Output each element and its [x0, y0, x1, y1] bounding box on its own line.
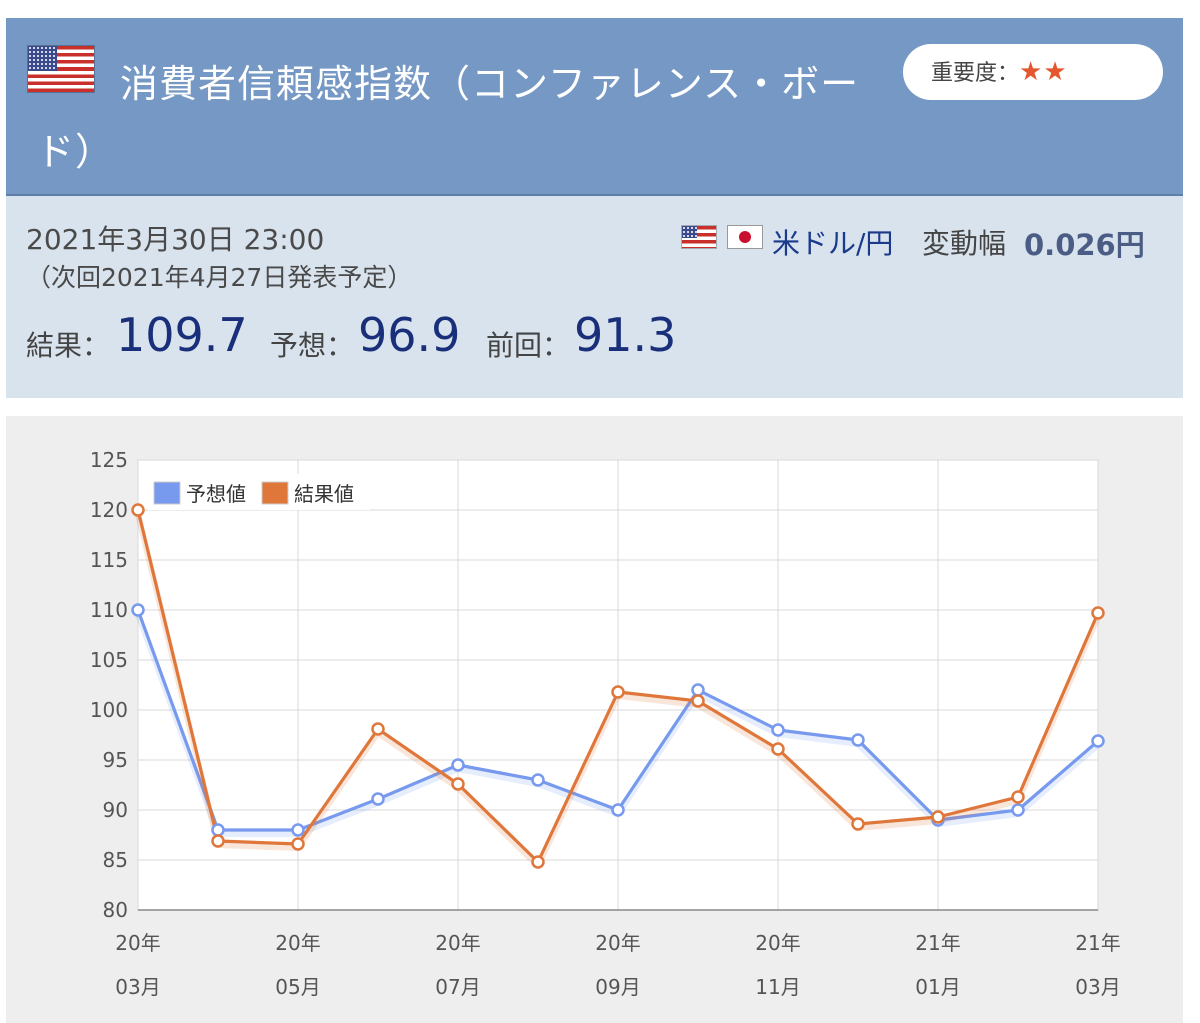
- result-point: [371, 722, 385, 736]
- forecast-point: [611, 803, 625, 817]
- x-tick-label: 20年: [275, 931, 320, 955]
- y-tick-label: 125: [90, 448, 128, 472]
- forecast-point: [211, 823, 225, 837]
- forecast-point: [131, 603, 145, 617]
- range-label: 変動幅: [922, 227, 1007, 260]
- forecast-point: [691, 683, 705, 697]
- y-tick-label: 110: [90, 598, 128, 622]
- x-tick-label: 03月: [1075, 975, 1120, 999]
- legend: [148, 474, 370, 510]
- x-tick-label: 20年: [435, 931, 480, 955]
- y-tick-label: 80: [103, 898, 128, 922]
- result-point: [131, 503, 145, 517]
- result-value: 109.7: [116, 308, 248, 362]
- result-point: [1011, 790, 1025, 804]
- y-tick-label: 105: [90, 648, 128, 672]
- y-tick-label: 85: [103, 848, 128, 872]
- pair-link[interactable]: 米ドル/円: [772, 227, 894, 260]
- result-point: [451, 777, 465, 791]
- x-tick-label: 20年: [115, 931, 160, 955]
- legend-result-label: 結果値: [294, 482, 354, 506]
- y-tick-label: 90: [103, 798, 128, 822]
- forecast-point: [771, 723, 785, 737]
- release-datetime: 2021年3月30日 23:00: [26, 223, 325, 256]
- chart-panel: 80 85 90 95 100 105 110 115 120 125 20年 03月 20年 05月 20…: [6, 416, 1183, 1023]
- x-tick-label: 11月: [755, 975, 800, 999]
- us-flag-icon: [682, 226, 716, 248]
- x-tick-label: 01月: [915, 975, 960, 999]
- forecast-point: [371, 792, 385, 806]
- legend-result-swatch: [261, 481, 289, 505]
- x-tick-label: 20年: [755, 931, 800, 955]
- title-bar: 消費者信頼感指数（コンファレンス・ボード） 重要度：★★: [6, 18, 1183, 196]
- importance-label: 重要度：: [931, 61, 1020, 86]
- forecast-point: [1091, 734, 1105, 748]
- japan-flag-icon: [728, 226, 762, 248]
- legend-forecast-label: 予想値: [186, 482, 246, 506]
- x-tick-label: 21年: [915, 931, 960, 955]
- result-point: [291, 837, 305, 851]
- previous-label: 前回：: [486, 329, 571, 362]
- result-point: [931, 810, 945, 824]
- forecast-label: 予想：: [270, 329, 355, 362]
- y-tick-label: 95: [103, 748, 128, 772]
- us-flag-icon: [28, 46, 94, 92]
- x-tick-label: 20年: [595, 931, 640, 955]
- result-point: [531, 855, 545, 869]
- result-point: [851, 817, 865, 831]
- line-chart: 80 85 90 95 100 105 110 115 120 125 20年 03月 20年 05月 20…: [90, 448, 1121, 999]
- x-tick-label: 05月: [275, 975, 320, 999]
- previous-value: 91.3: [574, 308, 677, 362]
- result-point: [691, 694, 705, 708]
- page-title: 消費者信頼感指数（コンファレンス・ボード）: [36, 62, 860, 174]
- x-tick-label: 21年: [1075, 931, 1120, 955]
- y-tick-label: 120: [90, 498, 128, 522]
- x-tick-label: 09月: [595, 975, 640, 999]
- info-panel: 2021年3月30日 23:00 （次回2021年4月27日発表予定） 米ドル/…: [6, 196, 1183, 398]
- x-tick-label: 03月: [115, 975, 160, 999]
- forecast-point: [291, 823, 305, 837]
- x-tick-label: 07月: [435, 975, 480, 999]
- importance-stars: ★★: [1019, 57, 1068, 87]
- range-value: 0.026円: [1024, 228, 1145, 262]
- result-label: 結果：: [26, 329, 111, 362]
- legend-forecast-swatch: [153, 481, 181, 505]
- result-point: [771, 742, 785, 756]
- result-point: [611, 685, 625, 699]
- next-release: （次回2021年4月27日発表予定）: [26, 263, 413, 292]
- importance-badge: 重要度：★★: [903, 44, 1163, 100]
- forecast-point: [531, 773, 545, 787]
- forecast-value: 96.9: [358, 308, 461, 362]
- y-tick-label: 100: [90, 698, 128, 722]
- result-point: [211, 834, 225, 848]
- forecast-point: [451, 758, 465, 772]
- forecast-point: [851, 733, 865, 747]
- y-tick-label: 115: [90, 548, 128, 572]
- result-point: [1091, 606, 1105, 620]
- forecast-point: [1011, 803, 1025, 817]
